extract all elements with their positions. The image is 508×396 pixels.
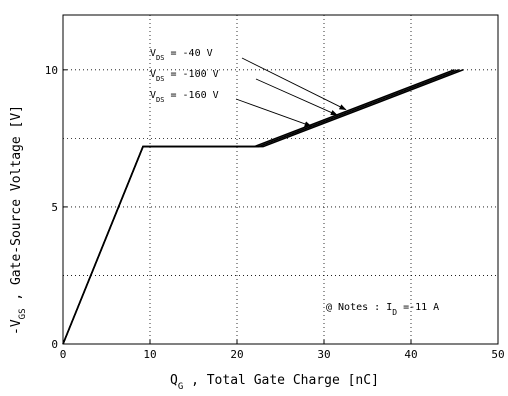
plot-frame — [62, 14, 499, 345]
vds-arrow-1 — [241, 57, 347, 110]
vds-label-3: VDS = -160 V — [150, 90, 219, 104]
x-tick-label: 50 — [491, 348, 504, 361]
series-line-3 — [62, 69, 464, 345]
x-tick-label: 10 — [143, 348, 156, 361]
axis-ticks: 0 10 20 30 40 50 0 5 10 — [45, 64, 505, 361]
x-tick-label: 0 — [60, 348, 67, 361]
note-text: @ Notes : ID =-11 A — [326, 302, 439, 317]
vds-label-2: VDS = -100 V — [150, 69, 219, 83]
x-tick-label: 30 — [317, 348, 330, 361]
x-axis-label: QG , Total Gate Charge [nC] — [170, 373, 379, 392]
vds-labels: VDS = -40 V VDS = -100 V VDS = -160 V — [150, 48, 347, 127]
vds-arrow-2 — [255, 78, 338, 116]
vds-arrow-3 — [235, 98, 312, 127]
vds-label-1: VDS = -40 V — [150, 48, 213, 62]
grid — [63, 15, 498, 344]
y-axis-label: -VGS , Gate-Source Voltage [V] — [9, 105, 28, 335]
x-tick-label: 20 — [230, 348, 243, 361]
y-tick-label: 5 — [51, 201, 58, 214]
series-lines — [62, 69, 464, 345]
y-tick-label: 10 — [45, 64, 58, 77]
x-tick-label: 40 — [404, 348, 417, 361]
y-tick-label: 0 — [51, 338, 58, 351]
